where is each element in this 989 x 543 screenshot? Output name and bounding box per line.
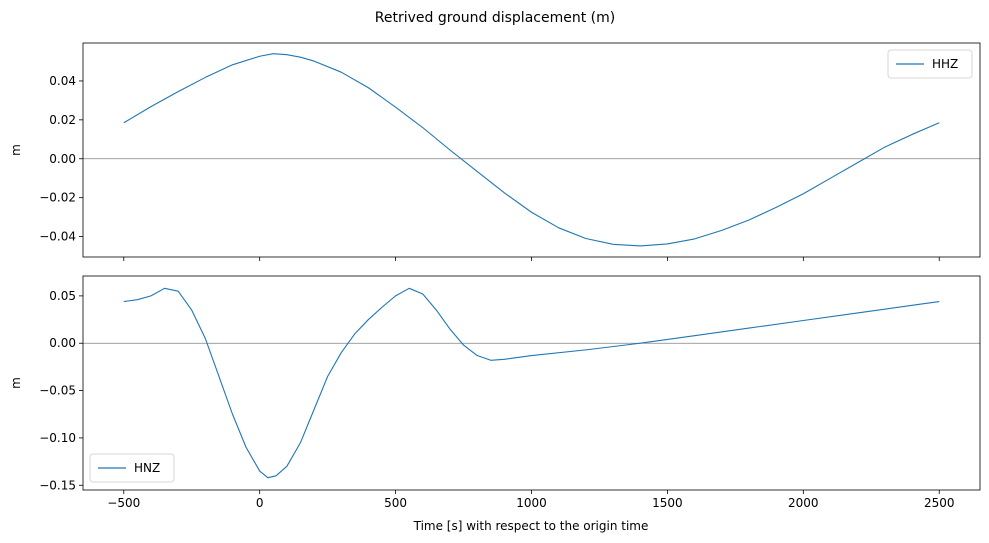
hhz-legend-label: HHZ	[932, 57, 958, 71]
x-tick-label: 1500	[652, 496, 683, 510]
hnz-y-tick-label: 0.00	[49, 336, 76, 350]
hnz-legend-label: HNZ	[134, 461, 160, 475]
hnz-series-line	[123, 287, 940, 479]
hnz-y-tick-label: 0.05	[49, 289, 76, 303]
hnz-axes-frame	[82, 275, 981, 491]
figure-title: Retrived ground displacement (m)	[375, 10, 615, 26]
x-tick-label: 1000	[516, 496, 547, 510]
x-tick-label: 2500	[924, 496, 955, 510]
subplot-hhz: −0.04 −0.02 0.00 0.02 0.04 m HHZ	[9, 42, 981, 261]
hnz-y-axis-label: m	[9, 377, 23, 389]
x-tick-label: 0	[256, 496, 264, 510]
hnz-y-tick-label: −0.10	[39, 431, 76, 445]
x-tick-label: 500	[384, 496, 407, 510]
hhz-legend: HHZ	[887, 49, 973, 79]
hnz-y-tick-label: −0.15	[39, 478, 76, 492]
hhz-y-tick-label: −0.04	[39, 230, 76, 244]
hhz-y-tick-label: 0.02	[49, 113, 76, 127]
x-tick-label: −500	[107, 496, 140, 510]
hhz-legend-box	[887, 49, 973, 79]
hnz-legend: HNZ	[89, 453, 175, 483]
hhz-y-axis-label: m	[9, 144, 23, 156]
hhz-y-tick-label: 0.04	[49, 74, 76, 88]
hhz-axes-frame	[82, 42, 981, 258]
hhz-y-tick-label: 0.00	[49, 152, 76, 166]
x-axis-label: Time [s] with respect to the origin time	[413, 519, 649, 533]
hhz-y-tick-label: −0.02	[39, 191, 76, 205]
hhz-series-line	[123, 53, 940, 247]
hnz-legend-box	[89, 453, 175, 483]
hnz-y-tick-label: −0.05	[39, 384, 76, 398]
subplot-hnz: −0.15 −0.10 −0.05 0.00 0.05 −500 0 500 1000 1500 2…	[9, 275, 981, 510]
x-tick-label: 2000	[788, 496, 819, 510]
